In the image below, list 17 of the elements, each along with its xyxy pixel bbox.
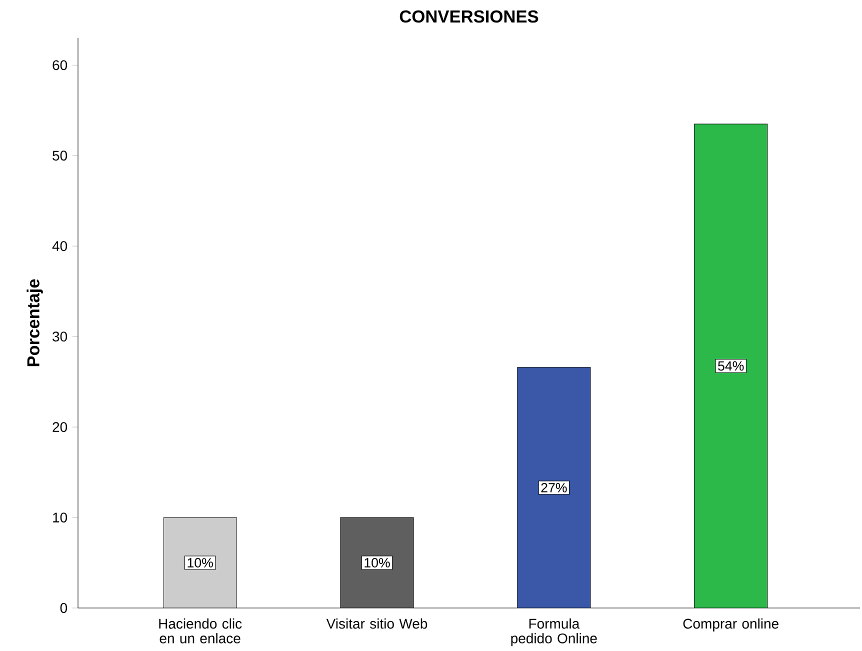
chart-title: CONVERSIONES bbox=[400, 10, 538, 23]
x-tick-label: Formula pedido Online bbox=[511, 618, 597, 646]
y-tick-label: 30 bbox=[52, 332, 68, 342]
x-tick-label: Haciendo clic en un enlace bbox=[159, 618, 242, 644]
data-label: 54% bbox=[718, 361, 744, 371]
y-tick-label: 10 bbox=[53, 512, 68, 522]
y-axis-title: Porcentaje bbox=[26, 279, 43, 366]
y-tick-label: 40 bbox=[52, 241, 68, 252]
y-tick-label: 0 bbox=[60, 603, 68, 613]
data-label: 27% bbox=[541, 482, 567, 492]
x-tick-label: Visitar sitio Web bbox=[326, 618, 428, 629]
data-label: 10% bbox=[188, 558, 213, 568]
data-label: 10% bbox=[364, 558, 390, 568]
y-tick-label: 60 bbox=[52, 60, 68, 70]
y-tick-label: 50 bbox=[52, 150, 68, 161]
y-tick-label: 20 bbox=[52, 422, 68, 432]
x-tick-label: Comprar online bbox=[683, 618, 778, 632]
